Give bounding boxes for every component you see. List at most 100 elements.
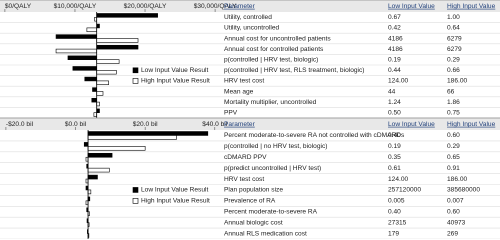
low-input-value: 0.67 bbox=[388, 14, 401, 21]
low-input-value: 0.61 bbox=[388, 165, 401, 172]
column-header: High Input Value bbox=[447, 121, 496, 128]
high-input-value: 269 bbox=[447, 230, 458, 237]
legend-label: Low Input Value Result bbox=[141, 187, 208, 194]
high-input-value: 186.00 bbox=[447, 78, 468, 85]
bar bbox=[96, 44, 139, 50]
parameter-label: Mortality multiplier, uncontrolled bbox=[224, 99, 317, 106]
parameter-label: HRV test cost bbox=[224, 176, 264, 183]
bar bbox=[87, 146, 146, 151]
x-tick-label: $20.0 bil bbox=[133, 121, 158, 128]
high-input-value: 66 bbox=[447, 88, 455, 95]
high-input-value: 0.60 bbox=[447, 132, 460, 139]
low-input-value: 44 bbox=[388, 88, 396, 95]
bar bbox=[87, 189, 92, 195]
high-input-value: 6279 bbox=[447, 46, 462, 53]
high-input-value: 0.91 bbox=[447, 165, 460, 172]
low-input-value: 257120000 bbox=[388, 187, 421, 194]
high-input-value: 385680000 bbox=[447, 187, 480, 194]
bar bbox=[96, 101, 100, 107]
x-tick-label: $30,000/QALY bbox=[194, 3, 237, 10]
bar bbox=[96, 108, 100, 114]
x-tick-label: $10,000/QALY bbox=[54, 3, 97, 10]
high-input-value: 0.64 bbox=[447, 25, 460, 32]
legend-label: High Input Value Result bbox=[141, 198, 210, 205]
bar bbox=[96, 70, 117, 75]
high-input-value: 0.66 bbox=[447, 67, 460, 74]
low-input-value: 27315 bbox=[388, 219, 407, 226]
column-header: High Input Value bbox=[447, 3, 496, 10]
parameter-label: Plan population size bbox=[224, 187, 283, 194]
high-input-value: 0.65 bbox=[447, 154, 460, 161]
parameter-label: Annual biologic cost bbox=[224, 219, 283, 226]
column-header: Low Input Value bbox=[388, 3, 435, 10]
x-tick-label: -$20.0 bil bbox=[6, 121, 34, 128]
bar bbox=[96, 91, 104, 96]
parameter-label: Percent moderate-to-severe RA not contro… bbox=[224, 132, 405, 139]
bar bbox=[87, 167, 110, 173]
legend-label: High Input Value Result bbox=[141, 78, 210, 85]
legend-label: Low Input Value Result bbox=[141, 67, 208, 74]
bar bbox=[93, 112, 97, 117]
bar bbox=[86, 27, 97, 33]
bar bbox=[96, 59, 120, 64]
legend-swatch bbox=[132, 187, 139, 193]
bar bbox=[87, 153, 113, 158]
high-input-value: 0.75 bbox=[447, 109, 460, 116]
parameter-label: HRV test cost bbox=[224, 78, 264, 85]
high-input-value: 0.007 bbox=[447, 198, 464, 205]
low-input-value: 4186 bbox=[388, 46, 403, 53]
bar bbox=[84, 76, 97, 82]
legend-swatch bbox=[132, 67, 139, 74]
bar bbox=[92, 87, 97, 92]
high-input-value: 1.86 bbox=[447, 99, 460, 106]
x-tick-label: $0/QALY bbox=[5, 3, 32, 10]
low-input-value: 0.19 bbox=[388, 56, 401, 63]
bar bbox=[96, 80, 109, 86]
high-input-value: 186.00 bbox=[447, 176, 468, 183]
bar bbox=[87, 135, 177, 140]
high-input-value: 0.29 bbox=[447, 143, 460, 150]
parameter-label: Annual cost for controlled patients bbox=[224, 46, 324, 53]
low-input-value: 0.35 bbox=[388, 154, 401, 161]
parameter-label: cDMARD PPV bbox=[224, 154, 267, 161]
high-input-value: 1.00 bbox=[447, 14, 460, 21]
parameter-label: Utility, uncontrolled bbox=[224, 25, 280, 32]
parameter-label: p(controlled | HRV test, RLS treatment, … bbox=[224, 67, 365, 74]
high-input-value: 40973 bbox=[447, 219, 466, 226]
bar bbox=[72, 66, 97, 71]
column-header: Low Input Value bbox=[388, 121, 435, 128]
low-input-value: 0.44 bbox=[388, 67, 401, 74]
column-header: Parameter bbox=[224, 3, 256, 10]
legend-swatch bbox=[132, 78, 139, 84]
parameter-label: Annual RLS medication cost bbox=[224, 230, 307, 237]
bar bbox=[55, 34, 97, 39]
parameter-label: p(controlled | HRV test, biologic) bbox=[224, 56, 318, 63]
parameter-label: Mean age bbox=[224, 88, 254, 95]
bar bbox=[96, 13, 158, 18]
high-input-value: 0.29 bbox=[447, 56, 460, 63]
parameter-label: Annual cost for uncontrolled patients bbox=[224, 35, 331, 42]
x-tick-label: $0.0 bil bbox=[65, 121, 87, 128]
bar bbox=[96, 38, 139, 43]
parameter-label: p(controlled | no HRV test, biologic) bbox=[224, 143, 327, 150]
low-input-value: 0.005 bbox=[388, 198, 405, 205]
parameter-label: p(predict uncontrolled | HRV test) bbox=[224, 165, 321, 172]
high-input-value: 6279 bbox=[447, 35, 462, 42]
bar bbox=[87, 174, 98, 180]
low-input-value: 0.50 bbox=[388, 109, 401, 116]
x-tick-label: $20,000/QALY bbox=[124, 3, 167, 10]
low-input-value: 0.19 bbox=[388, 143, 401, 150]
column-header: Parameter bbox=[224, 121, 256, 128]
legend-swatch bbox=[132, 198, 139, 204]
low-input-value: 0.40 bbox=[388, 209, 401, 216]
bar bbox=[67, 55, 97, 60]
bar bbox=[55, 48, 97, 54]
header-band bbox=[0, 0, 500, 12]
parameter-label: Percent moderate-to-severe RA bbox=[224, 209, 318, 216]
bar bbox=[91, 97, 97, 103]
parameter-label: PPV bbox=[224, 109, 238, 116]
header-band bbox=[0, 118, 500, 130]
parameter-label: Utility, controlled bbox=[224, 14, 272, 21]
x-tick-label: $40.0 bil bbox=[202, 121, 227, 128]
